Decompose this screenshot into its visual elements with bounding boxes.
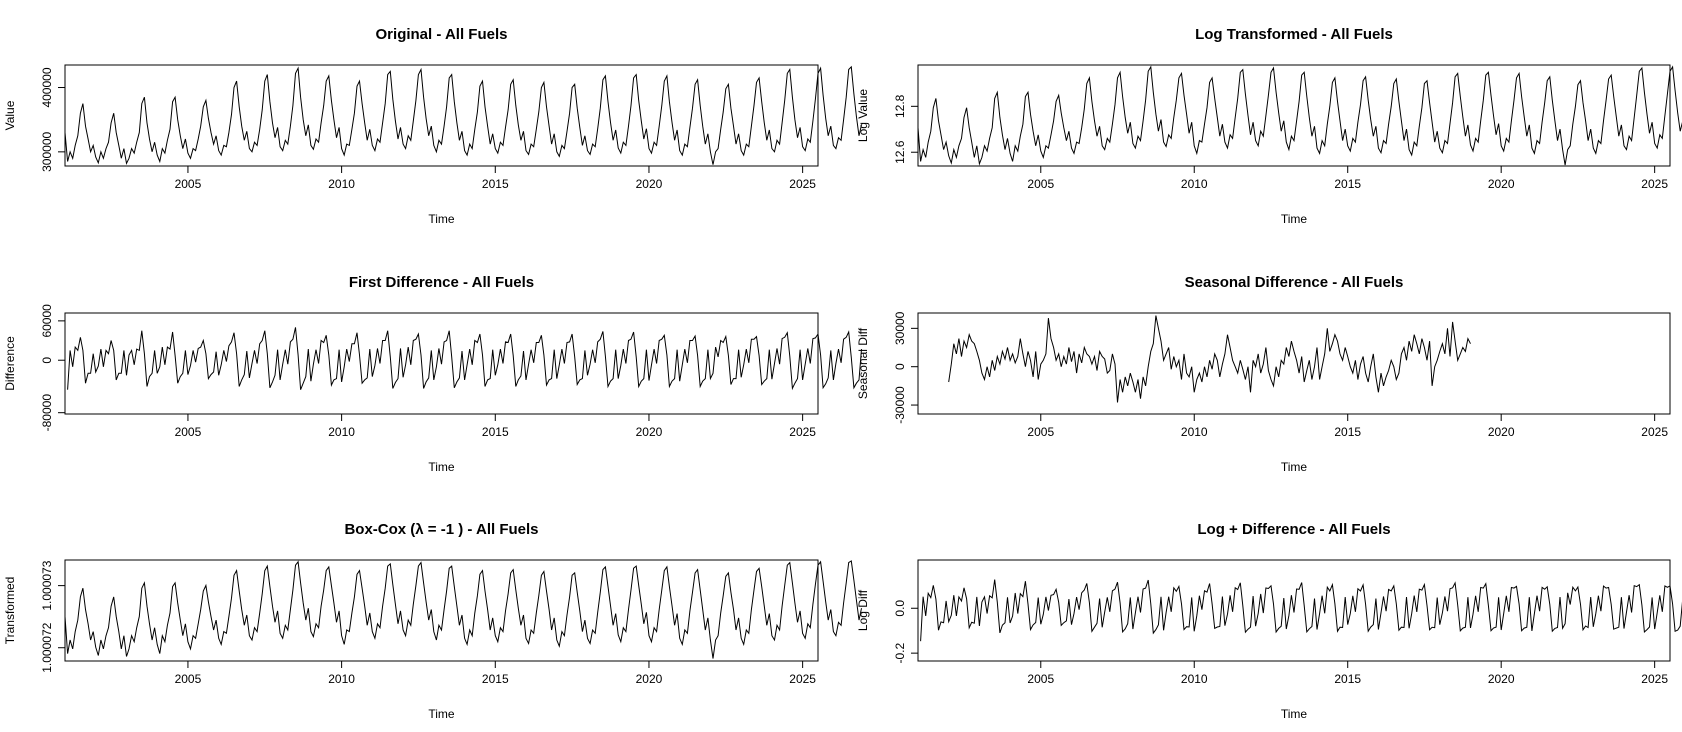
x-tick-label: 2015 — [1334, 177, 1361, 191]
y-tick-label: -0.2 — [893, 642, 907, 663]
x-tick-label: 2015 — [482, 177, 509, 191]
x-tick-label: 2020 — [636, 425, 663, 439]
plot-frame — [917, 559, 1671, 662]
x-axis-label: Time — [428, 460, 455, 474]
x-tick-label: 2005 — [1027, 425, 1054, 439]
panel-title: Log + Difference - All Fuels — [1197, 521, 1390, 538]
y-tick-label: 1.000072 — [40, 622, 54, 672]
plot-frame — [917, 64, 1671, 167]
series-line-log-diff — [920, 579, 1682, 642]
x-axis-label: Time — [1281, 212, 1308, 226]
x-tick-label: 2010 — [1181, 177, 1208, 191]
x-tick-label: 2025 — [1641, 425, 1668, 439]
x-tick-label: 2025 — [789, 177, 816, 191]
x-tick-label: 2010 — [328, 425, 355, 439]
x-axis-label: Time — [428, 707, 455, 721]
y-axis-label: Difference — [3, 336, 17, 391]
panel-title: Seasonal Difference - All Fuels — [1185, 274, 1404, 291]
y-tick-label: -80000 — [40, 394, 54, 432]
x-tick-label: 2020 — [1488, 177, 1515, 191]
series-line-original — [64, 65, 862, 165]
panel-title: Box-Cox (λ = -1 ) - All Fuels — [344, 521, 538, 538]
panel-log-diff: Log + Difference - All Fuels 2005 2010 2015… — [856, 521, 1682, 721]
x-axis-label: Time — [1281, 460, 1308, 474]
plot-frame — [64, 559, 819, 662]
x-tick-label: 2010 — [328, 177, 355, 191]
series-line-first-diff — [67, 327, 862, 391]
series-line-log — [917, 65, 1682, 166]
series-line-seasonal-diff — [948, 315, 1471, 403]
x-tick-label: 2025 — [789, 672, 816, 686]
x-tick-label: 2025 — [1641, 177, 1668, 191]
x-tick-label: 2005 — [175, 177, 202, 191]
panel-seasonal-diff: Seasonal Difference - All Fuels 2005 2010 2… — [856, 274, 1671, 474]
x-tick-label: 2005 — [1027, 672, 1054, 686]
y-tick-label: 0 — [893, 363, 907, 370]
x-axis-label: Time — [428, 212, 455, 226]
plot-frame — [64, 64, 819, 167]
x-tick-label: 2015 — [482, 425, 509, 439]
y-tick-label: 12.6 — [893, 140, 907, 164]
x-tick-label: 2025 — [789, 425, 816, 439]
y-tick-label: 12.8 — [893, 94, 907, 118]
x-tick-label: 2015 — [1334, 425, 1361, 439]
x-tick-label: 2020 — [1488, 425, 1515, 439]
y-tick-label: 30000 — [893, 311, 907, 345]
x-tick-label: 2015 — [1334, 672, 1361, 686]
y-tick-label: 0 — [40, 357, 54, 364]
y-axis-label: Transformed — [3, 577, 17, 645]
x-axis-label: Time — [1281, 707, 1308, 721]
y-tick-label: 400000 — [40, 67, 54, 107]
y-tick-label: 1.000073 — [40, 560, 54, 610]
x-tick-label: 2010 — [1181, 672, 1208, 686]
y-axis-label: Value — [3, 100, 17, 130]
y-axis-label: Log Diff — [856, 589, 870, 631]
x-tick-label: 2020 — [636, 177, 663, 191]
panel-title: Log Transformed - All Fuels — [1195, 26, 1393, 43]
x-tick-label: 2010 — [1181, 425, 1208, 439]
y-tick-label: 0.0 — [893, 600, 907, 617]
panel-first-diff: First Difference - All Fuels 2005 2010 2015… — [3, 274, 862, 474]
x-tick-label: 2020 — [1488, 672, 1515, 686]
y-axis-label: Log Value — [856, 89, 870, 142]
x-tick-label: 2005 — [1027, 177, 1054, 191]
x-tick-label: 2005 — [175, 672, 202, 686]
plot-frame — [917, 312, 1671, 415]
panel-title: Original - All Fuels — [376, 26, 508, 43]
y-tick-label: -30000 — [893, 386, 907, 424]
x-tick-label: 2025 — [1641, 672, 1668, 686]
x-tick-label: 2005 — [175, 425, 202, 439]
panel-title: First Difference - All Fuels — [349, 274, 534, 291]
y-tick-label: 60000 — [40, 304, 54, 338]
panel-boxcox: Box-Cox (λ = -1 ) - All Fuels 2005 2010 201… — [3, 521, 862, 721]
y-tick-label: 300000 — [40, 132, 54, 172]
series-line-boxcox — [64, 560, 862, 659]
plot-frame — [64, 312, 819, 415]
x-tick-label: 2020 — [636, 672, 663, 686]
panel-original: Original - All Fuels 2005 2010 2015 2020 2025… — [3, 26, 862, 226]
x-tick-label: 2010 — [328, 672, 355, 686]
y-axis-label: Seasonal Diff — [856, 327, 870, 399]
x-tick-label: 2015 — [482, 672, 509, 686]
panel-log: Log Transformed - All Fuels 2005 2010 2015 2… — [856, 26, 1682, 226]
